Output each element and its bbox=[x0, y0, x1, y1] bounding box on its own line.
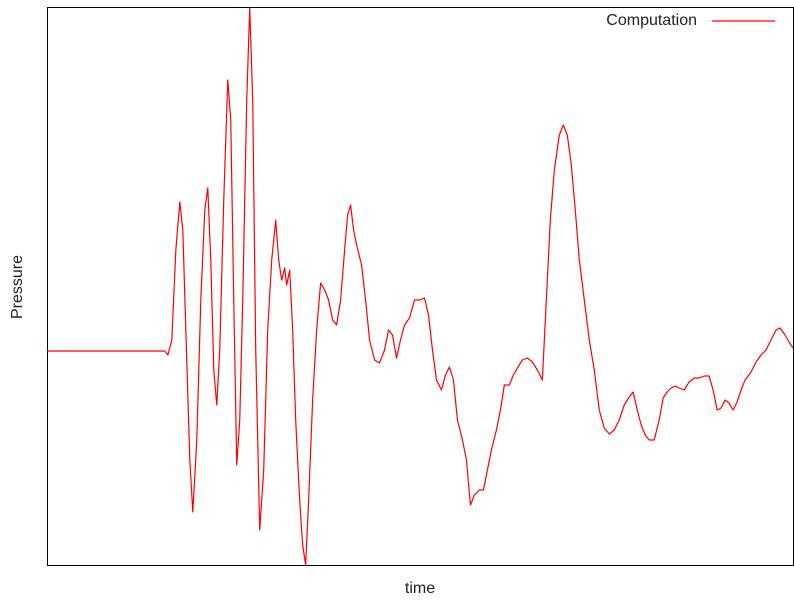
legend-label: Computation bbox=[606, 12, 697, 29]
y-axis-label: Pressure bbox=[9, 255, 26, 319]
x-axis-label: time bbox=[405, 580, 435, 597]
data-line bbox=[47, 7, 794, 566]
plot-frame bbox=[47, 7, 794, 566]
